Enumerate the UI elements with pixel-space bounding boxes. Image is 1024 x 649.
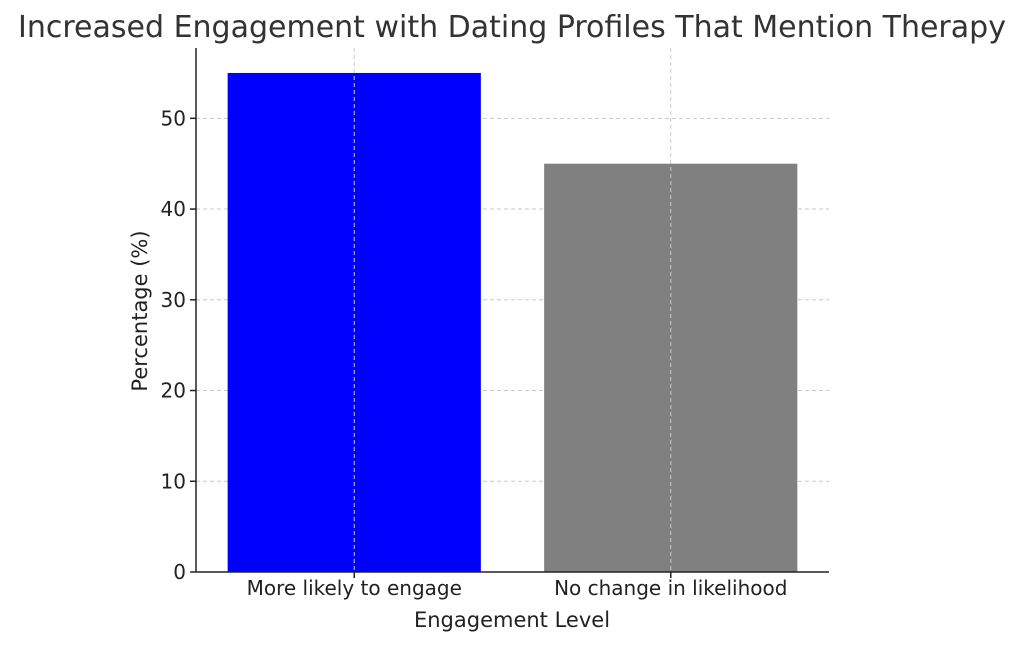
x-tick-label: No change in likelihood [554, 576, 787, 600]
y-axis-label: Percentage (%) [128, 230, 152, 391]
bars [227, 72, 798, 573]
axes [195, 48, 829, 573]
chart-title: Increased Engagement with Dating Profile… [18, 10, 1006, 45]
y-tick-label: 10 [161, 469, 186, 493]
vertical-grid [353, 48, 672, 572]
y-tick-label: 0 [173, 560, 186, 584]
y-tick-label: 40 [161, 197, 186, 221]
y-ticks: 0 10 20 30 40 50 [161, 106, 196, 584]
y-tick-label: 30 [161, 288, 186, 312]
x-ticks: More likely to engage No change in likeli… [247, 572, 787, 600]
x-tick-label: More likely to engage [247, 576, 462, 600]
x-axis-label: Engagement Level [414, 608, 610, 632]
y-tick-label: 50 [161, 106, 186, 130]
y-tick-label: 20 [161, 379, 186, 403]
